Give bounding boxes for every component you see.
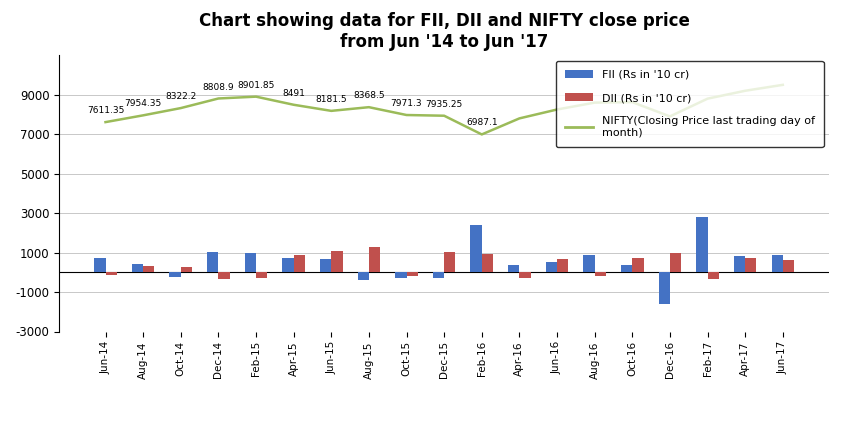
Bar	[395, 272, 407, 278]
Bar	[181, 267, 192, 272]
Text: 7611.35: 7611.35	[87, 106, 124, 115]
Title: Chart showing data for FII, DII and NIFTY close price
from Jun '14 to Jun '17: Chart showing data for FII, DII and NIFT…	[199, 12, 689, 51]
Bar	[407, 272, 418, 276]
NIFTY(Closing Price last trading day of
month)	[251, 94, 261, 99]
Text: 8181.5: 8181.5	[316, 95, 347, 104]
NIFTY(Closing Price last trading day of
month)	[288, 102, 299, 107]
Bar	[557, 260, 569, 272]
Bar	[320, 260, 332, 272]
NIFTY(Closing Price last trading day of
month)	[138, 113, 148, 118]
Text: 8808.9: 8808.9	[202, 82, 234, 91]
Bar	[772, 255, 783, 272]
NIFTY(Closing Price last trading day of
month)	[327, 108, 337, 113]
Bar	[132, 264, 143, 272]
Bar	[332, 251, 343, 272]
NIFTY(Closing Price last trading day of
month)	[176, 105, 186, 111]
NIFTY(Closing Price last trading day of
month)	[552, 107, 562, 112]
Bar	[519, 272, 530, 278]
NIFTY(Closing Price last trading day of
month)	[777, 82, 788, 88]
NIFTY(Closing Price last trading day of
month)	[364, 105, 374, 110]
Text: 8368.5: 8368.5	[353, 91, 385, 100]
Text: 8901.85: 8901.85	[238, 81, 275, 90]
Bar	[745, 258, 756, 272]
Bar	[444, 252, 455, 272]
Bar	[670, 252, 681, 272]
Bar	[358, 272, 369, 280]
Bar	[106, 272, 117, 275]
NIFTY(Closing Price last trading day of
month)	[101, 119, 111, 125]
Text: 7954.35: 7954.35	[124, 99, 162, 108]
NIFTY(Closing Price last trading day of
month)	[590, 100, 600, 105]
Text: 8322.2: 8322.2	[165, 92, 196, 101]
Bar	[659, 272, 670, 304]
Bar	[94, 258, 106, 272]
Text: 7935.25: 7935.25	[426, 100, 463, 109]
NIFTY(Closing Price last trading day of
month)	[476, 132, 486, 137]
Bar	[783, 261, 794, 272]
NIFTY(Closing Price last trading day of
month)	[627, 99, 637, 105]
NIFTY(Closing Price last trading day of
month)	[402, 113, 412, 118]
Bar	[369, 246, 380, 272]
Bar	[207, 252, 218, 272]
Text: 7971.3: 7971.3	[391, 99, 422, 108]
NIFTY(Closing Price last trading day of
month)	[514, 116, 525, 121]
Bar	[696, 217, 707, 272]
Bar	[707, 272, 719, 279]
Bar	[294, 255, 305, 272]
Bar	[169, 272, 181, 277]
NIFTY(Closing Price last trading day of
month)	[665, 114, 675, 119]
NIFTY(Closing Price last trading day of
month)	[702, 96, 712, 101]
Bar	[546, 263, 557, 272]
Bar	[481, 254, 493, 272]
Bar	[632, 258, 644, 272]
Text: 8491: 8491	[283, 89, 305, 98]
Bar	[143, 266, 155, 272]
Bar	[244, 252, 256, 272]
Bar	[218, 272, 229, 279]
Line: NIFTY(Closing Price last trading day of
month): NIFTY(Closing Price last trading day of …	[106, 85, 783, 134]
Legend: FII (Rs in '10 cr), DII (Rs in '10 cr), NIFTY(Closing Price last trading day of
: FII (Rs in '10 cr), DII (Rs in '10 cr), …	[556, 61, 823, 147]
NIFTY(Closing Price last trading day of
month)	[213, 96, 223, 101]
NIFTY(Closing Price last trading day of
month)	[740, 88, 750, 94]
Text: 6987.1: 6987.1	[466, 119, 497, 128]
Bar	[256, 272, 267, 278]
Bar	[508, 265, 519, 272]
Bar	[733, 255, 745, 272]
Bar	[433, 272, 444, 278]
NIFTY(Closing Price last trading day of
month)	[439, 113, 449, 118]
Bar	[470, 225, 481, 272]
Bar	[584, 255, 595, 272]
Bar	[283, 258, 294, 272]
Bar	[621, 265, 632, 272]
Bar	[595, 272, 606, 276]
